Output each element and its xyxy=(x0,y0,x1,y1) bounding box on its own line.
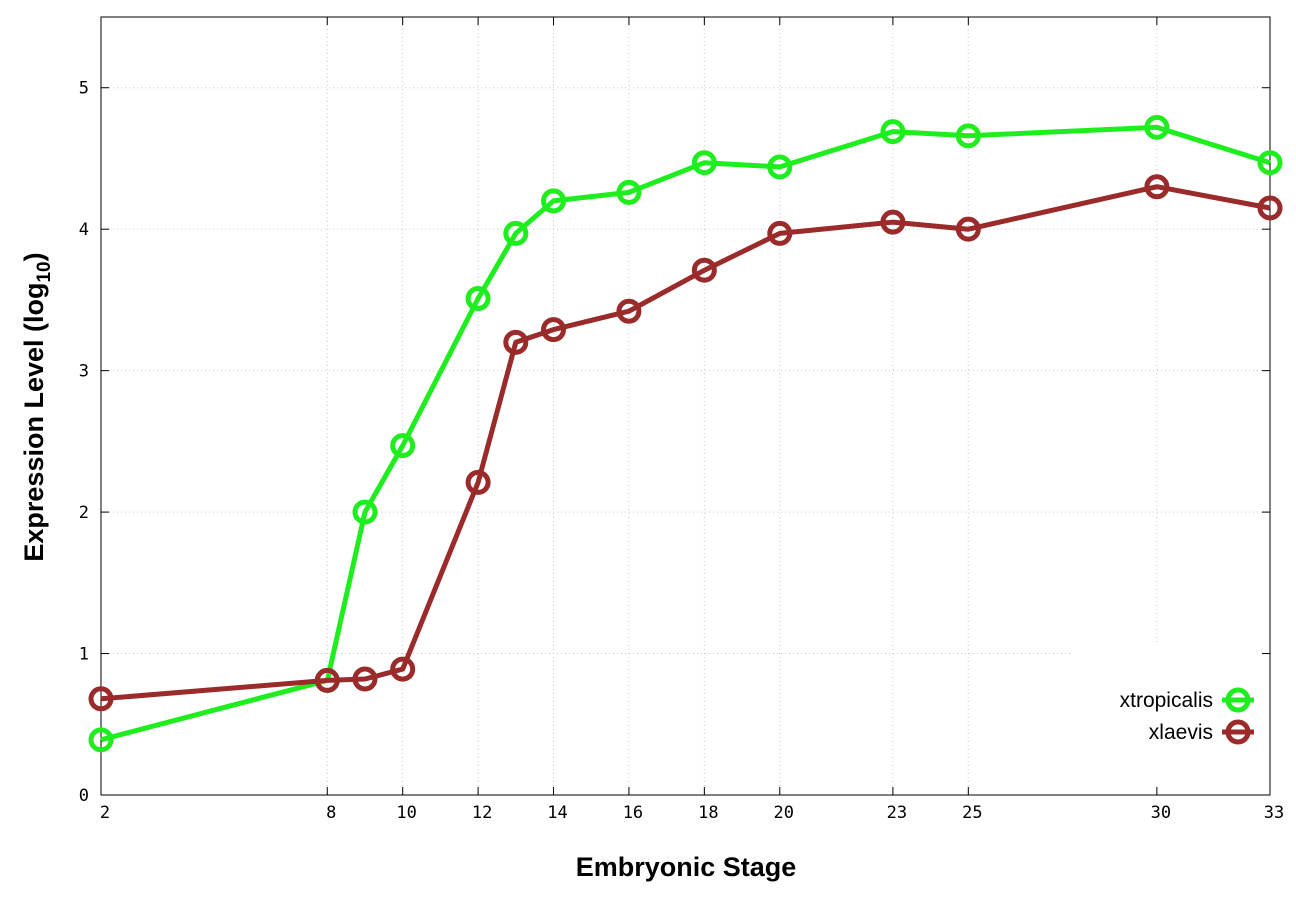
plot-frame xyxy=(100,16,1271,796)
data-point-xlaevis xyxy=(691,257,717,283)
data-point-xlaevis xyxy=(352,666,378,692)
data-point-xtropicalis xyxy=(88,727,114,753)
x-tick-label: 8 xyxy=(326,803,336,823)
data-point-xtropicalis xyxy=(691,150,717,176)
data-point-xtropicalis xyxy=(503,220,529,246)
data-point-xlaevis xyxy=(1257,195,1283,221)
x-tick-label: 16 xyxy=(623,803,643,823)
y-tick-label: 4 xyxy=(79,220,89,240)
data-point-xlaevis xyxy=(767,220,793,246)
x-tick-label: 12 xyxy=(472,803,492,823)
data-point-xlaevis xyxy=(465,469,491,495)
x-tick-label: 10 xyxy=(396,803,416,823)
data-point-xtropicalis xyxy=(390,433,416,459)
grid-lines xyxy=(101,17,1270,795)
data-point-xtropicalis xyxy=(1257,150,1283,176)
y-tick-label: 2 xyxy=(79,503,89,523)
data-point-xtropicalis xyxy=(767,154,793,180)
legend-label-xlaevis: xlaevis xyxy=(1149,721,1213,744)
x-tick-label: 18 xyxy=(698,803,718,823)
series-line-xtropicalis xyxy=(100,124,1271,743)
y-tick-label: 0 xyxy=(79,786,89,806)
y-axis-title-subscript: 10 xyxy=(34,261,55,282)
series-xlaevis xyxy=(88,174,1283,712)
data-point-xtropicalis xyxy=(1144,114,1170,140)
data-point-xtropicalis xyxy=(616,179,642,205)
y-axis-title: Expression Level (log10) xyxy=(19,252,55,561)
x-tick-label: 33 xyxy=(1264,803,1284,823)
data-point-xtropicalis xyxy=(880,119,906,145)
x-tick-label: 2 xyxy=(100,803,110,823)
x-tick-label: 14 xyxy=(547,803,567,823)
y-axis-title-main: Expression Level (log xyxy=(19,283,49,562)
series-layer xyxy=(88,114,1283,753)
y-tick-label: 1 xyxy=(79,645,89,665)
data-point-xlaevis xyxy=(880,209,906,235)
series-line-xlaevis xyxy=(100,184,1271,702)
data-point-xlaevis xyxy=(503,329,529,355)
x-tick-label: 20 xyxy=(774,803,794,823)
data-point-xtropicalis xyxy=(465,285,491,311)
x-tick-label: 30 xyxy=(1151,803,1171,823)
data-point-xlaevis xyxy=(616,298,642,324)
legend-marker-xtropicalis xyxy=(1225,687,1251,713)
data-point-xlaevis xyxy=(541,317,567,343)
x-tick-label: 23 xyxy=(887,803,907,823)
y-axis-title-close: ) xyxy=(19,252,49,261)
data-point-xtropicalis xyxy=(352,499,378,525)
x-axis-title: Embryonic Stage xyxy=(576,852,797,882)
legend-label-xtropicalis: xtropicalis xyxy=(1120,689,1213,712)
legend-marker-xlaevis xyxy=(1225,719,1251,745)
y-tick-label: 3 xyxy=(79,362,89,382)
x-tick-label: 25 xyxy=(962,803,982,823)
data-point-xlaevis xyxy=(390,656,416,682)
data-point-xlaevis xyxy=(1144,174,1170,200)
data-point-xlaevis xyxy=(314,667,340,693)
data-point-xlaevis xyxy=(955,216,981,242)
data-point-xlaevis xyxy=(88,686,114,712)
legend: xtropicalis xlaevis xyxy=(1120,687,1254,745)
y-tick-label: 5 xyxy=(79,79,89,99)
legend-background xyxy=(1072,642,1268,792)
data-point-xtropicalis xyxy=(955,123,981,149)
data-point-xtropicalis xyxy=(541,188,567,214)
